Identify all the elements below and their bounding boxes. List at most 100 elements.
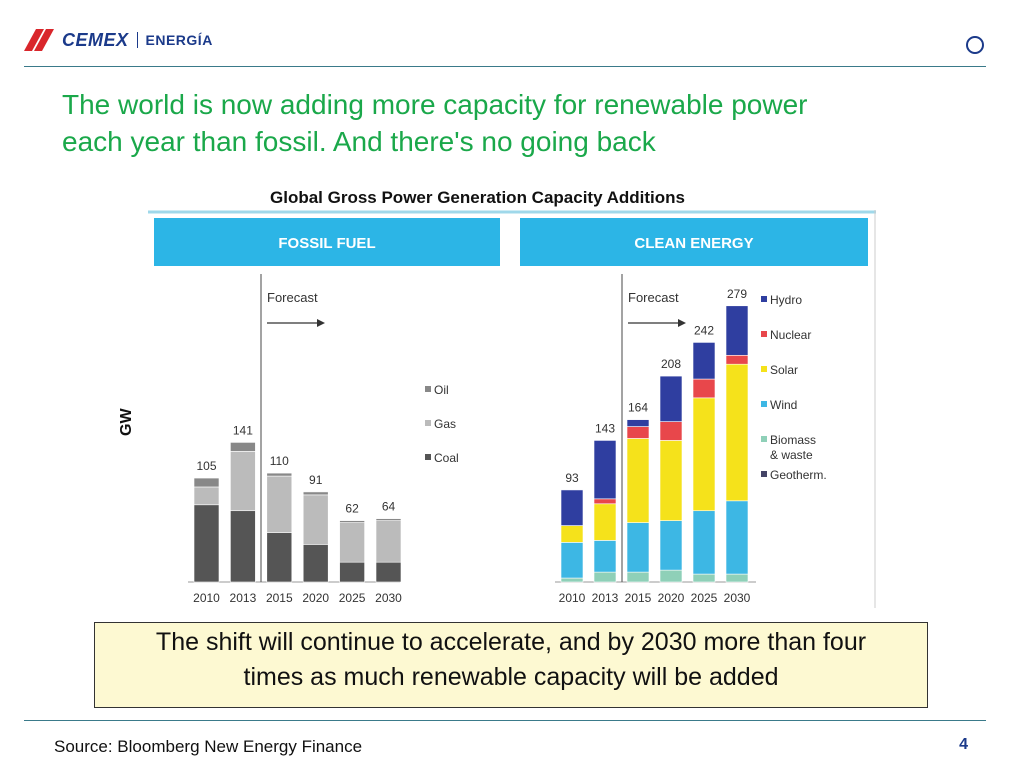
clean-legend-label-biomass-line2: & waste [770, 448, 813, 462]
fossil-bar-2020-coal [302, 544, 329, 583]
clean-panel-header [520, 218, 868, 266]
fossil-bar-2013-oil [230, 442, 256, 452]
fossil-bar-2010-oil [193, 477, 220, 488]
clean-legend-label-hydro: Hydro [770, 293, 802, 307]
clean-total-label-2020: 208 [661, 357, 681, 371]
clean-total-label-2013: 143 [595, 421, 615, 435]
clean-legend-label-solar: Solar [770, 363, 798, 377]
fossil-bar-2015-gas [266, 475, 293, 533]
clean-bar-2013-wind [593, 540, 617, 573]
clean-bar-2025-hydro [692, 342, 716, 380]
clean-total-label-2025: 242 [694, 323, 714, 337]
callout-line-1: The shift will continue to accelerate, a… [155, 628, 867, 656]
clean-bar-2025-wind [692, 510, 716, 575]
clean-tick-label-2013: 2013 [592, 591, 619, 605]
fossil-tick-label-2013: 2013 [230, 591, 257, 605]
fossil-bar-2025-gas [339, 522, 365, 563]
fossil-panel-header [154, 218, 500, 266]
brand-division: ENERGÍA [145, 32, 213, 48]
clean-bar-2013-nuclear [593, 498, 617, 505]
clean-tick-label-2030: 2030 [724, 591, 751, 605]
chart-title-text: Global Gross Power Generation Capacity A… [270, 188, 686, 207]
clean-bar-2025-solar [692, 397, 716, 512]
clean-legend-swatch-solar [761, 366, 767, 372]
clean-bar-2020-nuclear [659, 421, 683, 441]
clean-legend-label-biomass-line1: Biomass [770, 433, 816, 447]
fossil-legend-label-oil: Oil [434, 383, 449, 397]
clean-bar-2030-hydro [725, 305, 749, 356]
slide-title: The world is now adding more capacity fo… [62, 86, 962, 160]
clean-legend-swatch-nuclear [761, 331, 767, 337]
fossil-bar-2030-coal [375, 561, 402, 583]
fossil-forecast-label: Forecast [267, 290, 318, 305]
fossil-legend-label-gas: Gas [434, 417, 456, 431]
fossil-legend-swatch-coal [425, 454, 431, 460]
footer-divider [24, 720, 986, 721]
fossil-bar-2013-coal [230, 510, 256, 583]
clean-bar-2030-biomass-waste [725, 573, 749, 583]
clean-bar-2030-nuclear [725, 354, 749, 365]
clean-bar-2010-biomass-waste [560, 577, 584, 583]
clean-bar-2020-biomass-waste [659, 569, 683, 583]
slide-title-line-1: The world is now adding more capacity fo… [62, 89, 808, 120]
clean-bar-2025-biomass-waste [692, 573, 716, 583]
fossil-tick-label-2015: 2015 [266, 591, 293, 605]
fossil-bar-2010-coal [193, 504, 220, 583]
corner-logo-icon [966, 36, 984, 54]
clean-tick-label-2020: 2020 [658, 591, 685, 605]
brand-name: CEMEX [62, 29, 129, 50]
chart-background [148, 210, 876, 608]
fossil-bar-2025-oil [339, 520, 365, 523]
clean-tick-label-2010: 2010 [559, 591, 586, 605]
clean-forecast-label: Forecast [628, 290, 679, 305]
clean-total-label-2010: 93 [565, 471, 579, 485]
clean-bar-2015-wind [626, 522, 650, 573]
fossil-bar-2010-gas [193, 486, 220, 506]
clean-bar-2010-wind [560, 542, 584, 579]
clean-bar-2015-hydro [626, 419, 650, 427]
clean-bar-2013-hydro [593, 440, 617, 500]
clean-panel-title: CLEAN ENERGY [634, 235, 753, 252]
clean-bar-2015-nuclear [626, 426, 650, 439]
y-axis-label: GW [118, 400, 138, 440]
fossil-bar-2013-gas [230, 451, 256, 512]
clean-bar-2030-solar [725, 363, 749, 502]
callout-line-2: times as much renewable capacity will be… [243, 663, 779, 691]
header-divider [24, 66, 986, 67]
clean-legend-swatch-wind [761, 401, 767, 407]
fossil-bar-2020-oil [302, 491, 329, 496]
fossil-bar-2030-oil [375, 518, 402, 521]
clean-bar-2013-solar [593, 503, 617, 541]
clean-bar-2010-solar [560, 525, 584, 543]
clean-tick-label-2025: 2025 [691, 591, 718, 605]
fossil-bar-2015-oil [266, 472, 293, 477]
fossil-bar-2025-coal [339, 561, 365, 583]
callout-box: The shift will continue to accelerate, a… [94, 622, 928, 708]
fossil-tick-label-2020: 2020 [302, 591, 329, 605]
fossil-bar-2030-gas [375, 520, 402, 563]
fossil-forecast-arrowhead [317, 319, 325, 327]
clean-bar-2015-biomass-waste [626, 571, 650, 583]
clean-bar-2015-solar [626, 438, 650, 523]
fossil-legend-label-coal: Coal [434, 451, 459, 465]
page-number: 4 [959, 736, 968, 753]
clean-legend-label-wind: Wind [770, 398, 797, 412]
fossil-tick-label-2025: 2025 [339, 591, 366, 605]
fossil-total-label-2020: 91 [309, 473, 323, 487]
slide-title-line-2: each year than fossil. And there's no go… [62, 126, 656, 157]
fossil-bar-2020-gas [302, 494, 329, 545]
fossil-legend-swatch-gas [425, 420, 431, 426]
clean-total-label-2030: 279 [727, 287, 747, 301]
clean-bar-2010-hydro [560, 489, 584, 526]
clean-legend-label-nuclear: Nuclear [770, 328, 811, 342]
clean-forecast-arrowhead [678, 319, 686, 327]
fossil-total-label-2030: 64 [382, 500, 396, 514]
fossil-tick-label-2010: 2010 [193, 591, 220, 605]
fossil-legend-swatch-oil [425, 386, 431, 392]
clean-legend-label-geotherm-: Geotherm. [770, 468, 827, 482]
logo-divider [136, 32, 138, 48]
capacity-chart: FOSSIL FUEL Forecast 105 2010 141 2013 110 2015… [148, 210, 876, 608]
fossil-total-label-2015: 110 [270, 454, 289, 468]
slide-header: CEMEX ENERGÍA [0, 0, 1024, 68]
clean-tick-label-2015: 2015 [625, 591, 652, 605]
